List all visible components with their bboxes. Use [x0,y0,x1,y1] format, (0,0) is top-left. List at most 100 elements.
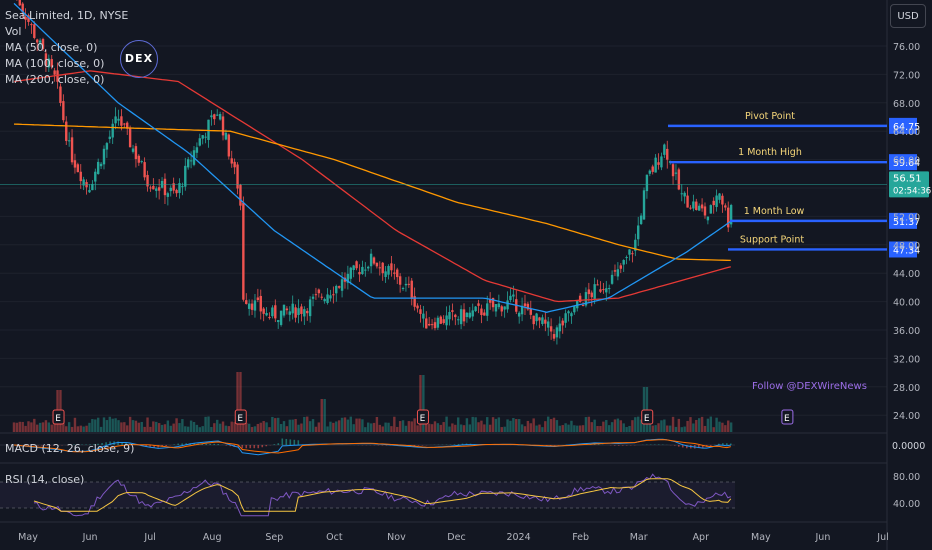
volume-bar [517,419,521,432]
candle-body [425,318,428,329]
candle-body [120,116,123,126]
candle-body [259,295,262,312]
volume-bar [207,416,210,432]
volume-bar [578,425,582,432]
volume-bar [53,417,56,432]
candle-body [285,308,289,311]
volume-bar [192,421,196,432]
candle-body [279,310,283,325]
volume-bar [210,426,213,432]
volume-bar [474,417,477,432]
earnings-marker-icon[interactable] [641,409,654,425]
candle-body [198,138,202,146]
volume-bar [186,426,190,432]
volume-bar [131,420,135,432]
volume-bar [224,425,228,432]
macd-histogram-bar [209,443,212,445]
candle-body [201,135,204,139]
volume-bar [123,422,126,432]
volume-bar [387,422,390,432]
candle-body [349,267,352,279]
y-tick-label: 68.00 [893,99,920,110]
candle-body [517,312,521,317]
candle-body [79,171,82,182]
macd-histogram-bar [461,443,464,445]
macd-legend[interactable]: MACD (12, 26, close, 9) [5,442,135,455]
candle-body [27,15,30,22]
level-price-tag [889,154,917,171]
candle-body [628,249,631,255]
macd-histogram-bar [245,445,248,449]
volume-bar [239,372,242,432]
volume-bar [465,418,469,432]
volume-bar [172,423,175,432]
macd-histogram-bar [549,445,552,446]
earnings-marker-icon[interactable] [416,409,429,425]
dex-logo: DEX [120,40,158,78]
candle-body [166,193,170,197]
volume-bar [233,422,236,432]
volume-bar [337,420,341,432]
volume-bar [73,417,77,432]
candle-body [189,160,193,162]
volume-bar [18,421,21,432]
candle-body [471,310,474,317]
volume-bar [189,420,193,432]
candle-body [561,320,564,326]
candle-body [674,172,678,174]
volume-bar [96,417,100,432]
rsi-legend[interactable]: RSI (14, close) [5,473,85,486]
volume-bar [274,418,277,432]
volume-bar [201,426,204,432]
candle-body [99,163,103,167]
rsi-band [0,482,735,508]
rsi-tick-label: 80.00 [893,472,920,483]
candle-body [221,116,225,136]
earnings-marker-icon[interactable] [52,409,65,425]
candle-body [393,272,396,274]
ma50-legend[interactable]: MA (50, close, 0) [5,41,98,54]
currency-button[interactable]: USD [890,4,926,28]
candle-body [683,192,686,197]
candle-body [335,285,338,294]
volume-bar [457,417,460,432]
macd-histogram-bar [681,445,684,448]
y-tick-label: 24.00 [893,411,920,422]
candle-body [369,253,373,267]
macd-histogram-bar [657,444,660,445]
candle-body [491,297,495,308]
ma200-legend[interactable]: MA (200, close, 0) [5,73,105,86]
candle-body [172,183,175,191]
volume-bar [697,418,701,432]
ma100-legend[interactable]: MA (100, close, 0) [5,57,105,70]
candle-body [500,306,503,312]
macd-histogram-bar [121,441,123,445]
candle-body [651,166,654,172]
candle-body [396,269,399,278]
volume-bar [593,419,596,432]
volume-bar [332,422,335,432]
volume-bar [622,423,625,432]
candle-body [448,311,451,320]
symbol-line[interactable]: Sea Limited, 1D, NYSE [5,9,129,22]
candle-body [311,296,315,299]
candle-body [236,164,239,189]
candle-body [538,317,541,321]
vol-legend[interactable]: Vol [5,25,22,38]
volume-bar [375,416,379,432]
y-tick-label: 44.00 [893,269,920,280]
macd-histogram-bar [677,445,680,447]
candle-body [526,303,530,310]
volume-bar [308,421,312,432]
candle-body [126,122,129,129]
candle-body [70,137,74,163]
level-price-value: 47.34 [893,245,920,256]
candle-body [340,279,344,291]
volume-bar [355,418,358,432]
earnings-marker-icon[interactable] [781,409,794,425]
earnings-marker-icon[interactable] [234,409,247,425]
volume-bar [38,422,42,432]
candle-body [364,269,367,271]
candle-body [549,326,553,332]
